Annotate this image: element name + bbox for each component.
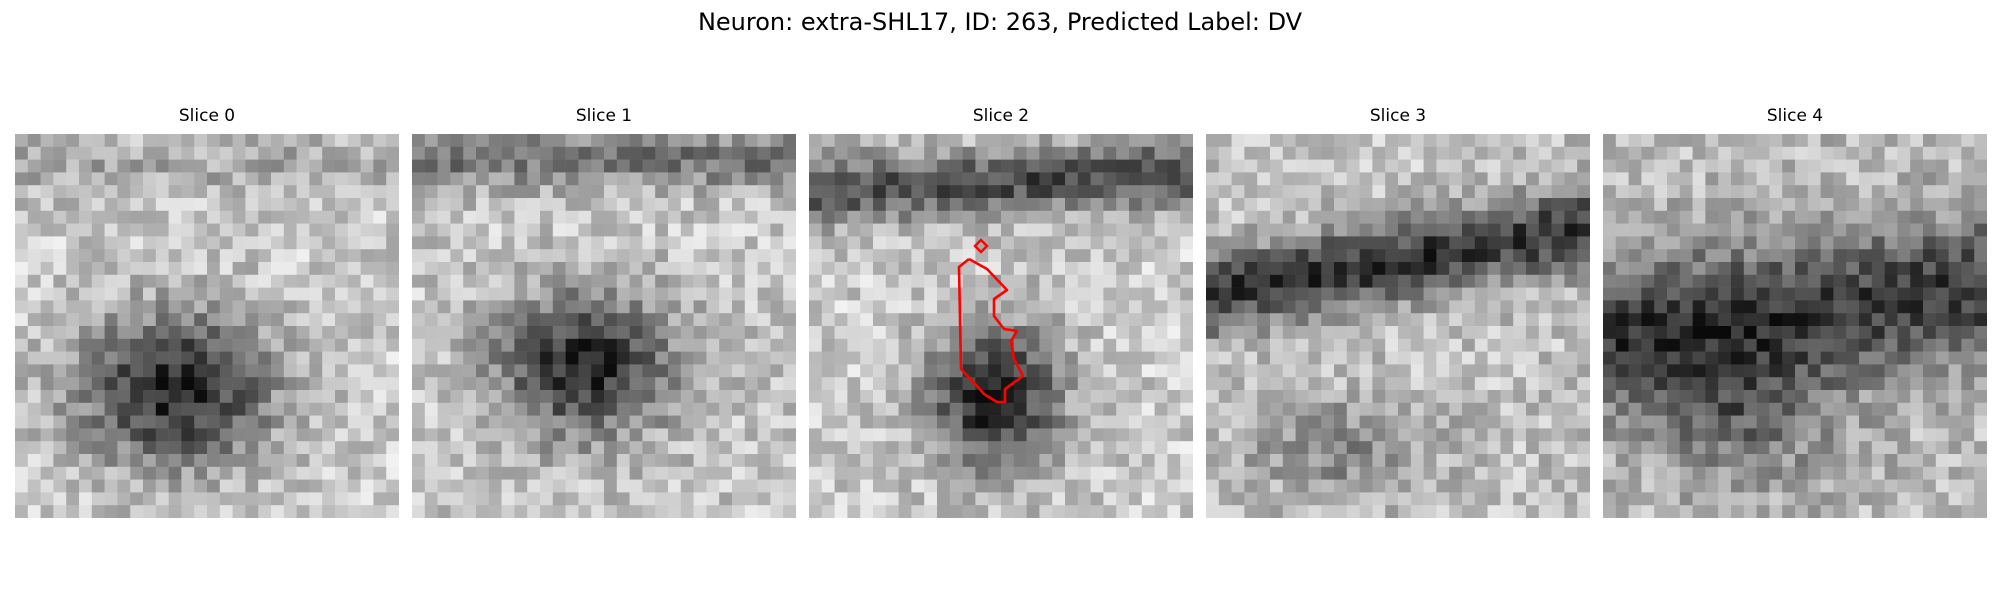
figure-title: Neuron: extra-SHL17, ID: 263, Predicted … (697, 8, 1303, 36)
segmentation-marker (973, 238, 989, 254)
slice-title-1: Slice 1 (575, 106, 633, 126)
slice-image-2 (809, 134, 1193, 518)
slice-title-3: Slice 3 (1369, 106, 1427, 126)
slice-title-4: Slice 4 (1766, 106, 1824, 126)
slice-title-0: Slice 0 (178, 106, 236, 126)
slice-title-2: Slice 2 (972, 106, 1030, 126)
segmentation-outline (957, 257, 1025, 404)
slice-image-3 (1206, 134, 1590, 518)
slice-image-4 (1603, 134, 1987, 518)
slice-image-1 (412, 134, 796, 518)
slice-image-0 (15, 134, 399, 518)
